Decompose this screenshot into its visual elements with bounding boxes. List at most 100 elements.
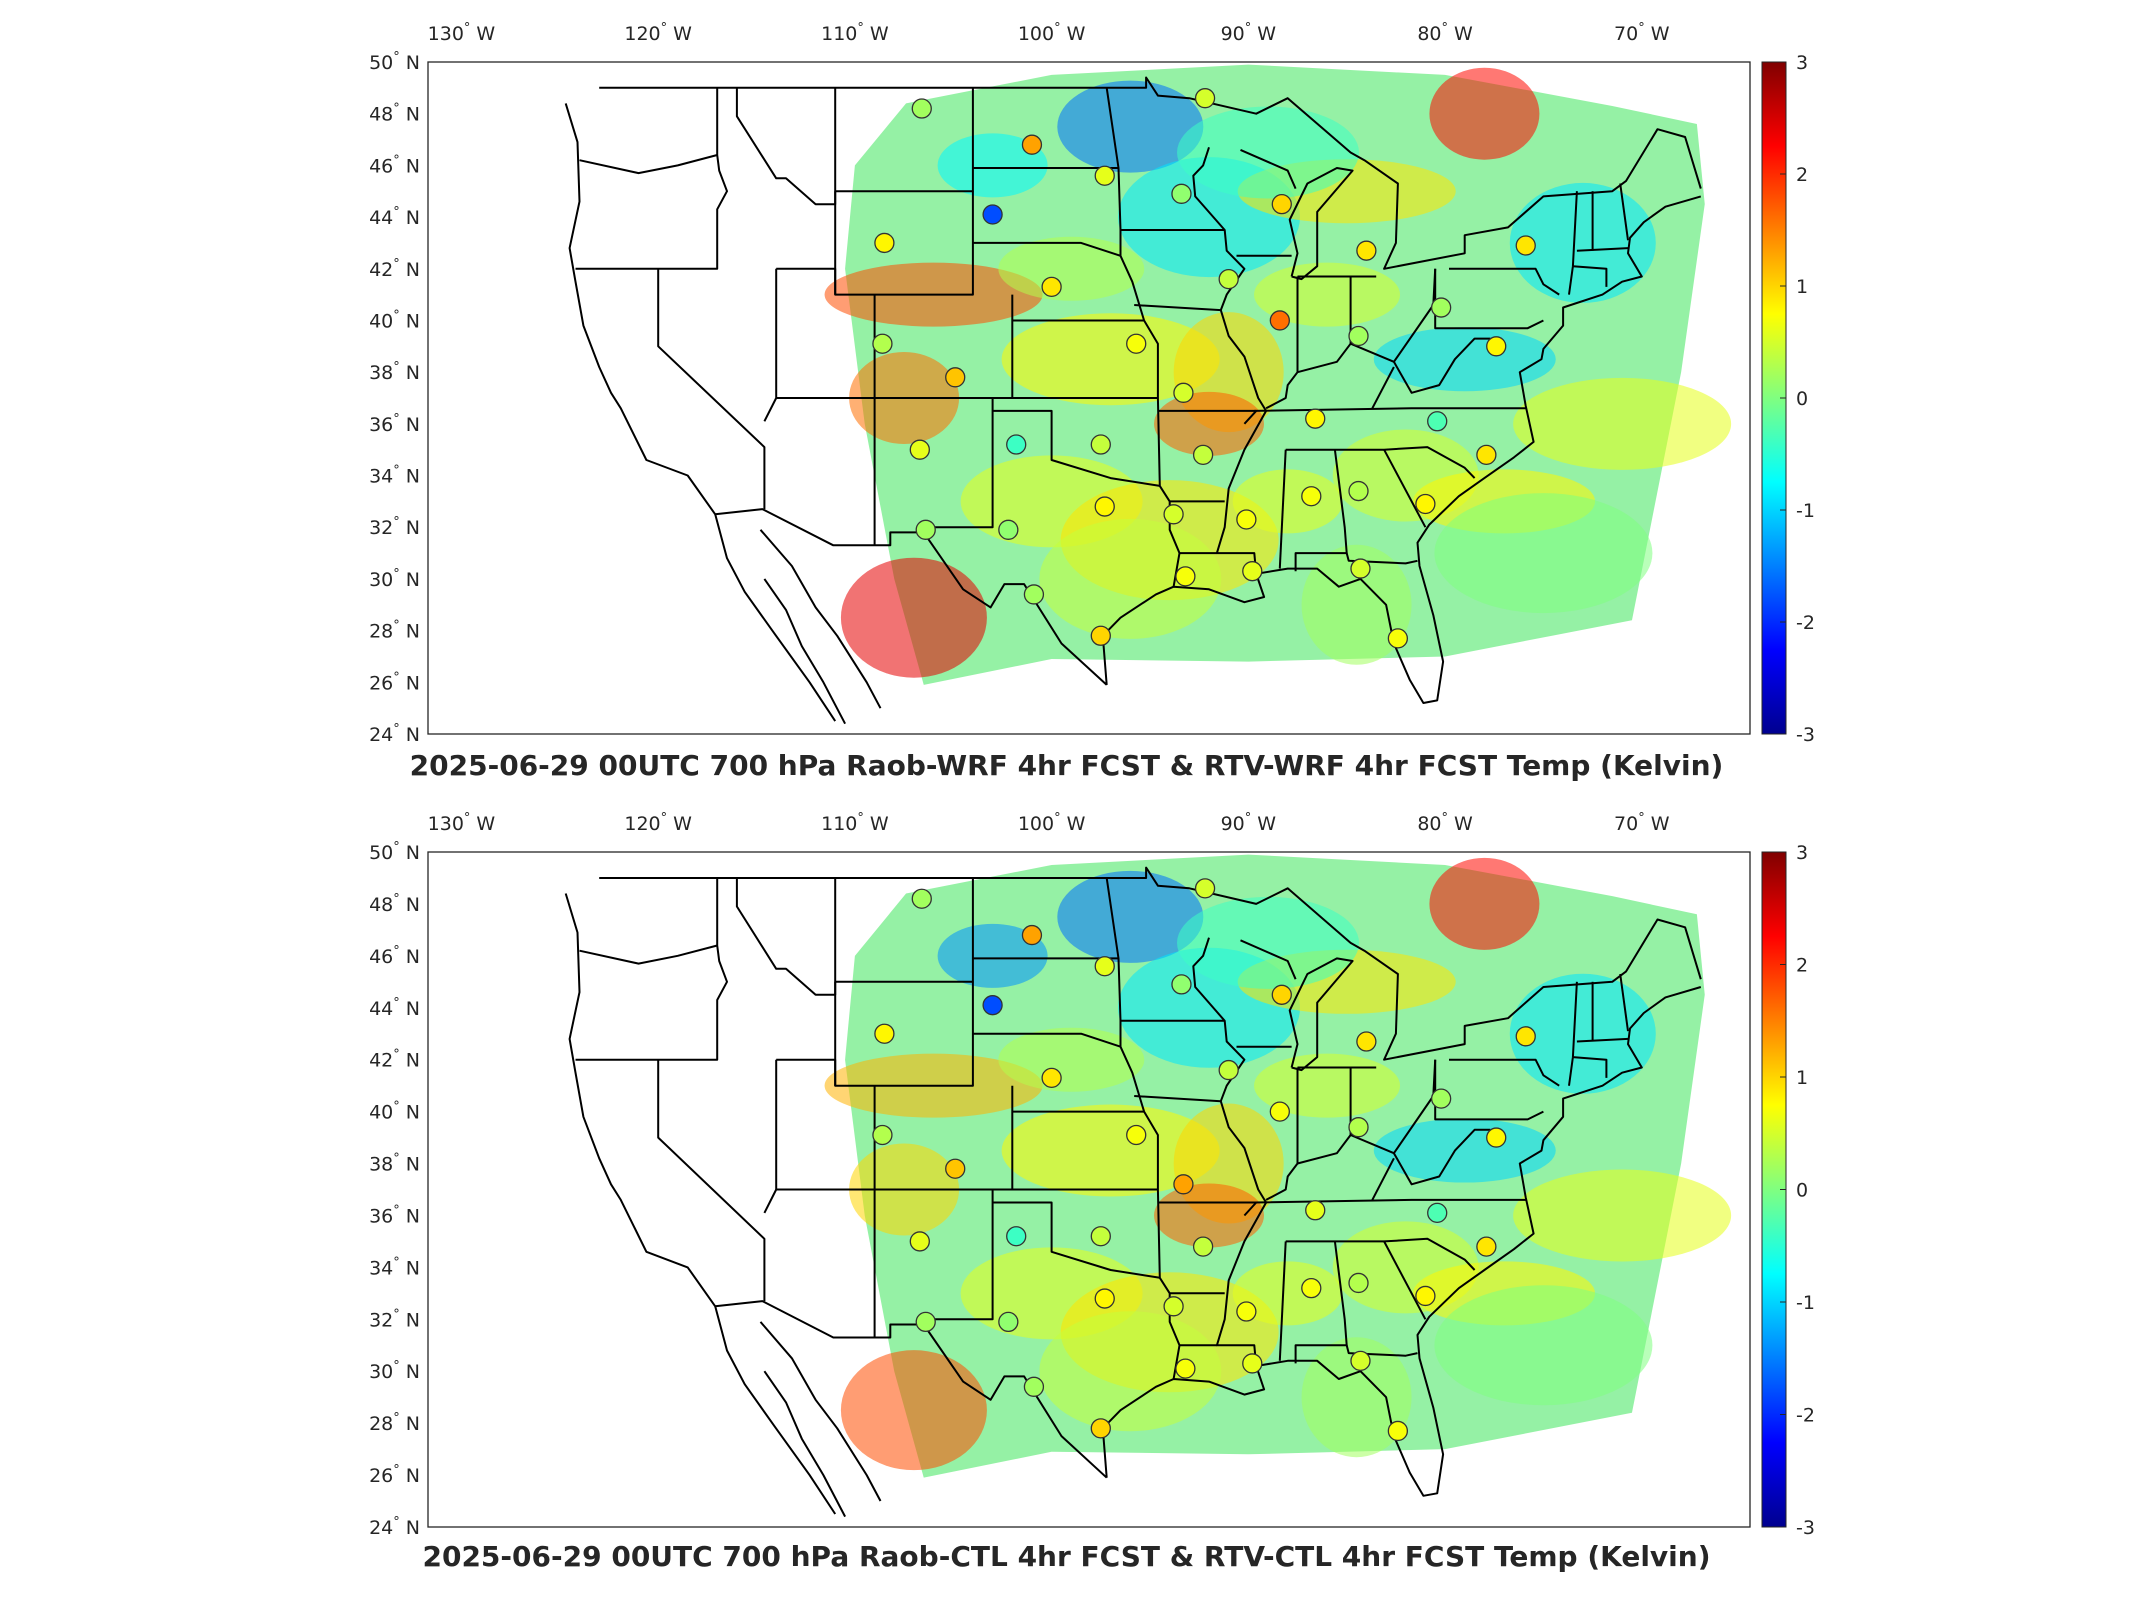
bottom-panel-title: 2025-06-29 00UTC 700 hPa Raob-CTL 4hr FC… xyxy=(422,1540,1711,1573)
bottom-field-blotch xyxy=(1429,857,1540,950)
top-colorbar-tick-label: -1 xyxy=(1796,500,1815,522)
top-raob-station-marker xyxy=(874,232,895,254)
top-raob-station-marker xyxy=(1023,584,1045,605)
top-state-boundary xyxy=(1240,148,1297,190)
top-lake-michigan xyxy=(1288,167,1354,281)
bottom-state-boundary xyxy=(763,1059,778,1214)
top-field-blotch xyxy=(1057,80,1204,173)
top-lat-tick-label: 34° N xyxy=(369,464,420,488)
top-state-boundary xyxy=(1285,446,1476,479)
top-field-blotch xyxy=(937,133,1048,198)
top-lat-tick-label: 44° N xyxy=(369,205,420,229)
bottom-raob-station-marker xyxy=(874,1023,895,1044)
top-raob-station-marker xyxy=(911,98,932,119)
bottom-state-boundary xyxy=(575,878,728,1061)
bottom-colorbar-tick-label: 0 xyxy=(1796,1180,1808,1202)
top-baja-coast xyxy=(763,578,846,725)
bottom-field-blotch xyxy=(1509,973,1656,1094)
top-field-blotch xyxy=(1232,469,1343,534)
bottom-raob-station-marker xyxy=(1305,1200,1326,1221)
top-state-boundary xyxy=(579,154,718,175)
top-coastline xyxy=(564,103,837,722)
top-lon-tick-label: 130° W xyxy=(428,21,496,45)
bottom-state-boundary xyxy=(1371,1157,1395,1201)
top-raob-station-marker xyxy=(1218,268,1239,290)
bottom-raob-station-marker xyxy=(982,995,1003,1016)
top-lat-tick-label: 48° N xyxy=(369,102,420,126)
bottom-raob-station-marker xyxy=(1023,1376,1045,1397)
top-lon-tick-label: 100° W xyxy=(1018,21,1086,45)
top-lat-tick-label: 38° N xyxy=(369,360,420,384)
bottom-raob-station-marker xyxy=(1006,1226,1027,1247)
top-lat-tick-label: 32° N xyxy=(369,515,420,539)
top-panel: 130° W 120° W 110° W 100° W 90° W 80° W 70° W 50° N 48° N… xyxy=(369,21,1815,782)
top-raob-station-marker xyxy=(1356,240,1377,261)
bottom-raob-station-marker xyxy=(911,888,932,909)
bottom-raob-station-marker xyxy=(1271,984,1292,1005)
bottom-state-boundary xyxy=(1383,1240,1427,1320)
top-state-boundary xyxy=(1192,146,1268,574)
top-raob-station-marker xyxy=(1515,235,1536,256)
bottom-state-boundary xyxy=(1285,1237,1476,1271)
bottom-state-boundary xyxy=(1449,1058,1560,1087)
bottom-raob-station-marker xyxy=(1430,1088,1452,1109)
top-lon-tick-label: 90° W xyxy=(1221,21,1277,45)
bottom-lon-tick-label: 70° W xyxy=(1614,811,1670,835)
top-map: 130° W 120° W 110° W 100° W 90° W 80° W 70° W 50° N 48° N… xyxy=(369,21,1815,746)
bottom-state-boundary xyxy=(657,1059,766,1302)
bottom-field-blotch xyxy=(1154,1183,1265,1248)
bottom-gulf-california-coast xyxy=(759,1321,882,1502)
bottom-field-blotch xyxy=(1057,870,1204,963)
bottom-raob-station-marker xyxy=(915,1311,936,1333)
bottom-map: 130° W 120° W 110° W 100° W 90° W 80° W 70° W 50° N 48° N… xyxy=(369,811,1815,1539)
top-raob-station-marker xyxy=(1021,134,1043,155)
bottom-state-boundary xyxy=(1345,1345,1418,1357)
top-raob-station-marker xyxy=(909,439,930,460)
bottom-lat-tick-label: 34° N xyxy=(369,1255,420,1279)
top-raob-station-marker xyxy=(1301,486,1322,507)
bottom-colorbar-tick-label: -3 xyxy=(1796,1517,1815,1539)
bottom-state-boundary xyxy=(835,878,974,983)
top-field-blotch xyxy=(1039,518,1222,639)
top-state-boundary xyxy=(992,409,1160,487)
top-raob-station-marker xyxy=(872,333,893,354)
bottom-lon-tick-label: 90° W xyxy=(1221,811,1277,835)
bottom-raob-station-marker xyxy=(1173,1174,1194,1195)
bottom-state-boundary xyxy=(735,878,837,996)
top-lat-tick-label: 40° N xyxy=(369,308,420,332)
bottom-state-boundary xyxy=(1619,973,1629,1032)
bottom-raob-station-marker xyxy=(872,1124,893,1146)
bottom-field-blotch xyxy=(1177,896,1360,989)
top-state-boundary xyxy=(1254,407,1526,412)
bottom-lat-tick-label: 30° N xyxy=(369,1359,420,1383)
bottom-field-blotch xyxy=(1001,1104,1220,1197)
bottom-state-boundary xyxy=(776,1058,837,1086)
bottom-raob-station-marker xyxy=(1194,878,1216,899)
bottom-lat-tick-label: 24° N xyxy=(369,1515,420,1539)
top-gulf-california-coast xyxy=(759,529,882,709)
bottom-colorbar-tick-label: 1 xyxy=(1796,1067,1808,1089)
top-lat-tick-label: 42° N xyxy=(369,257,420,281)
bottom-lat-tick-label: 36° N xyxy=(369,1203,420,1227)
top-raob-station-marker xyxy=(1171,183,1192,204)
top-raob-station-marker xyxy=(1387,628,1409,649)
bottom-field-blotch xyxy=(1232,1261,1343,1326)
bottom-raob-station-marker xyxy=(1427,1202,1448,1224)
bottom-raob-station-marker xyxy=(1415,1285,1436,1307)
bottom-field-blotch xyxy=(1434,1285,1653,1406)
bottom-axes-frame xyxy=(427,851,1751,1528)
bottom-raob-station-marker xyxy=(1090,1226,1111,1247)
top-raob-station-marker xyxy=(1348,325,1369,347)
bottom-field-blotch xyxy=(1373,1118,1556,1183)
top-northern-border xyxy=(599,76,1702,270)
top-raob-station-marker xyxy=(1242,561,1263,582)
top-field-blotch xyxy=(1513,377,1732,470)
top-raob-station-marker xyxy=(1348,480,1369,502)
bottom-state-boundary xyxy=(1265,1067,1299,1201)
bottom-state-boundary xyxy=(579,944,718,965)
top-state-boundary xyxy=(776,267,837,295)
top-raob-station-marker xyxy=(1175,566,1196,587)
top-raob-station-marker xyxy=(1173,382,1194,403)
bottom-raob-station-marker xyxy=(1476,1236,1497,1257)
bottom-state-boundary xyxy=(1349,1059,1437,1155)
